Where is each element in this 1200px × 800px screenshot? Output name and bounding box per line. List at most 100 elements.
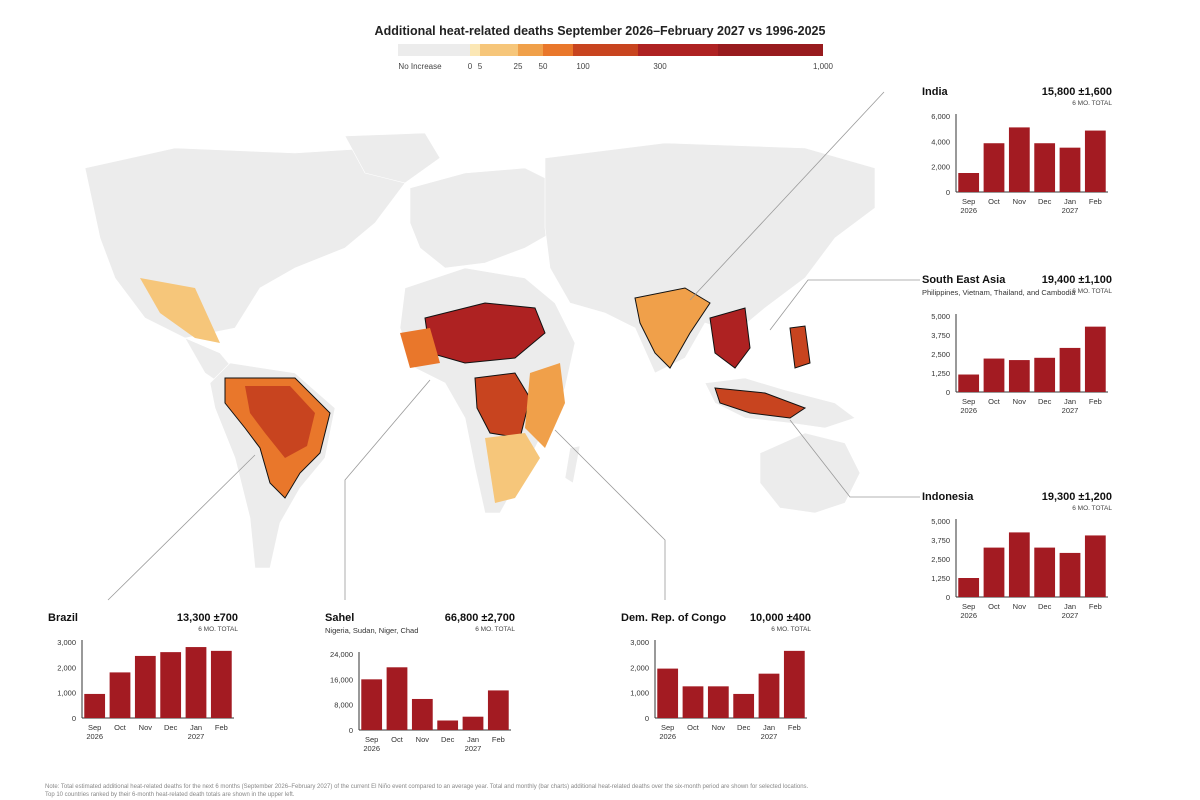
legend-label: No Increase: [398, 62, 442, 71]
y-tick-label: 3,750: [931, 536, 950, 545]
x-tick-label: Jan: [190, 723, 202, 732]
x-year-label: 2027: [761, 732, 778, 741]
x-year-label: 2027: [188, 732, 205, 741]
x-tick-label: Oct: [988, 602, 1001, 611]
x-tick-label: Sep: [365, 735, 378, 744]
chart-region-name: India: [922, 86, 948, 98]
x-year-label: 2027: [1062, 406, 1079, 415]
y-tick-label: 0: [349, 726, 353, 735]
philippines-region: [789, 325, 811, 369]
x-tick-label: Nov: [712, 723, 726, 732]
x-tick-label: Feb: [788, 723, 801, 732]
chart-total: 10,000 ±400: [749, 612, 811, 624]
footnote-line-1: Note: Total estimated additional heat-re…: [45, 784, 809, 790]
bar: [462, 716, 484, 730]
x-tick-label: Jan: [1064, 397, 1076, 406]
x-tick-label: Dec: [1038, 197, 1052, 206]
sea-bar-chart: South East Asia Philippines, Vietnam, Tha…: [922, 274, 1112, 415]
chart-total-unit: 6 MO. TOTAL: [1072, 288, 1112, 295]
indonesia-bar-chart: Indonesia 19,300 ±1,200 6 MO. TOTAL 0 1,250 2…: [922, 491, 1112, 631]
bar: [1084, 130, 1106, 192]
x-year-label: 2027: [1062, 611, 1079, 620]
india-region: [634, 287, 711, 369]
chart-total: 13,300 ±700: [176, 612, 238, 624]
east-africa: [525, 363, 565, 448]
australia: [759, 432, 861, 514]
europe: [409, 167, 566, 269]
chart-total: 15,800 ±1,600: [1041, 86, 1112, 98]
x-tick-label: Dec: [164, 723, 178, 732]
bar: [1008, 532, 1030, 597]
legend-swatch: [470, 44, 480, 56]
y-tick-label: 0: [72, 714, 76, 723]
y-tick-label: 2,500: [931, 555, 950, 564]
x-tick-label: Sep: [962, 602, 975, 611]
y-tick-label: 2,500: [931, 350, 950, 359]
y-tick-label: 1,000: [630, 689, 649, 698]
bar: [733, 693, 755, 718]
legend-label: 300: [653, 62, 667, 71]
bar: [386, 667, 408, 730]
y-tick-label: 3,000: [57, 638, 76, 647]
x-tick-label: Sep: [962, 397, 975, 406]
bar: [682, 686, 704, 718]
legend-label: 1,000: [812, 62, 834, 71]
footnote: Note: Total estimated additional heat-re…: [45, 783, 945, 799]
bar: [1034, 357, 1056, 392]
chart-total: 66,800 ±2,700: [444, 612, 515, 624]
north-america: [84, 147, 406, 339]
x-year-label: 2027: [465, 744, 482, 753]
chart-total-unit: 6 MO. TOTAL: [198, 626, 238, 633]
chart-region-name: Dem. Rep. of Congo: [621, 612, 727, 624]
chart-region-name: South East Asia: [922, 274, 1006, 286]
chart-region-subtitle: Philippines, Vietnam, Thailand, and Camb…: [922, 288, 1076, 297]
bar: [1034, 547, 1056, 597]
y-tick-label: 0: [946, 388, 950, 397]
indonesia-region: [714, 387, 807, 419]
chart-region-name: Sahel: [325, 612, 355, 624]
bar: [437, 720, 459, 730]
brazil-core: [245, 386, 315, 458]
legend-swatch: [573, 44, 638, 56]
bar: [210, 650, 232, 718]
y-tick-label: 2,000: [931, 163, 950, 172]
bar: [185, 647, 207, 718]
legend-swatch: [638, 44, 718, 56]
x-tick-label: Dec: [1038, 397, 1052, 406]
bar: [109, 672, 131, 718]
bar: [958, 173, 980, 192]
chart-title: Additional heat-related deaths September…: [374, 24, 826, 38]
x-year-label: 2026: [659, 732, 676, 741]
chart-total-unit: 6 MO. TOTAL: [1072, 100, 1112, 107]
bar: [361, 679, 383, 730]
x-tick-label: Nov: [1013, 602, 1027, 611]
sahel-bar-chart: Sahel Nigeria, Sudan, Niger, Chad 66,800 ±…: [325, 612, 515, 753]
y-tick-label: 1,250: [931, 574, 950, 583]
chart-total-unit: 6 MO. TOTAL: [771, 626, 811, 633]
drc-bar-chart: Dem. Rep. of Congo 10,000 ±400 6 MO. TOTAL…: [621, 612, 811, 752]
x-tick-label: Dec: [1038, 602, 1052, 611]
x-tick-label: Sep: [88, 723, 101, 732]
bar: [1008, 127, 1030, 192]
bar: [160, 652, 182, 718]
chart-region-subtitle: Nigeria, Sudan, Niger, Chad: [325, 626, 419, 635]
sea-region: [709, 307, 751, 369]
x-year-label: 2026: [960, 611, 977, 620]
chart-total-unit: 6 MO. TOTAL: [1072, 505, 1112, 512]
x-tick-label: Feb: [492, 735, 505, 744]
x-year-label: 2027: [1062, 206, 1079, 215]
bar: [84, 693, 106, 718]
bar: [1059, 347, 1081, 392]
y-tick-label: 1,250: [931, 369, 950, 378]
bar: [958, 578, 980, 597]
chart-total-unit: 6 MO. TOTAL: [475, 626, 515, 633]
bar: [958, 374, 980, 392]
x-tick-label: Feb: [215, 723, 228, 732]
x-tick-label: Dec: [441, 735, 455, 744]
southern-africa: [485, 433, 540, 503]
brazil-bar-chart: Brazil 13,300 ±700 6 MO. TOTAL 0 1,000 2,000 3…: [48, 612, 238, 752]
color-legend: No Increase 0 5 25 50 100 300 1,000: [398, 44, 838, 74]
